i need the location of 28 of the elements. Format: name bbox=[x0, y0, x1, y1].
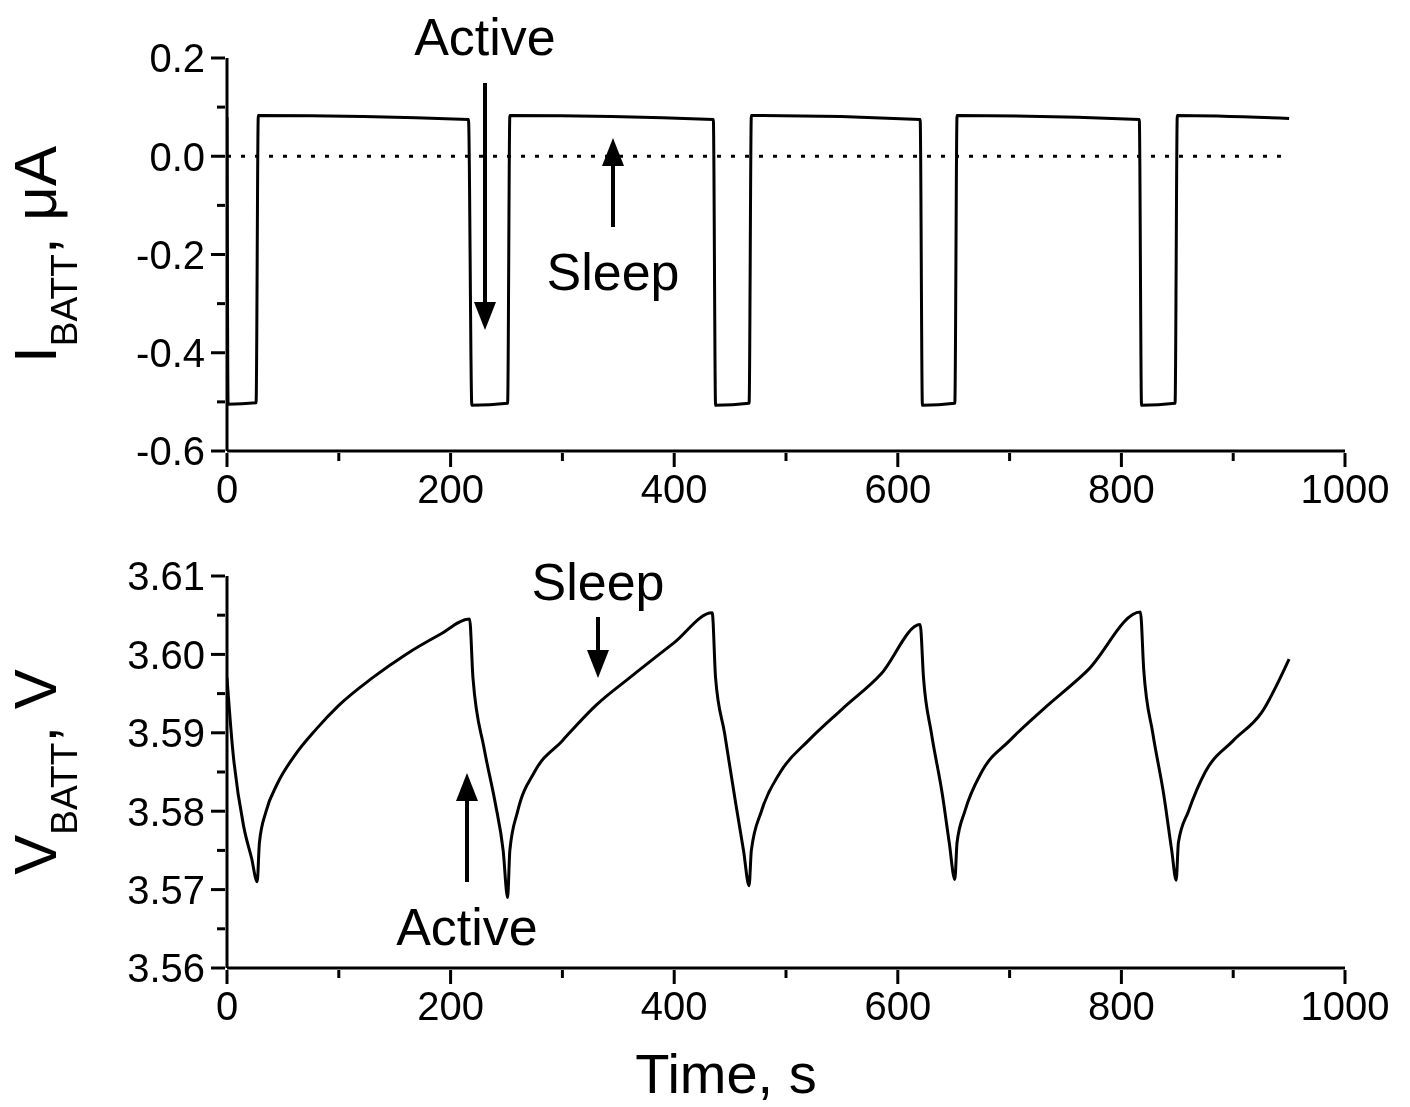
annotation: Sleep bbox=[546, 243, 680, 301]
x-tick-label: 200 bbox=[417, 467, 484, 511]
y-tick-label: 0.0 bbox=[149, 134, 205, 179]
y-tick-label: -0.4 bbox=[136, 331, 205, 376]
y-tick-label: 3.60 bbox=[127, 632, 205, 677]
y-tick-label: -0.2 bbox=[136, 232, 205, 277]
x-tick-label: 400 bbox=[640, 467, 708, 511]
y-tick-label: -0.6 bbox=[136, 429, 205, 474]
y-tick-label: 3.61 bbox=[127, 554, 205, 599]
annotation: Active bbox=[414, 8, 556, 66]
x-tick-label: 1000 bbox=[1300, 467, 1390, 511]
x-tick-label: 400 bbox=[640, 984, 708, 1028]
x-tick-label: 600 bbox=[864, 467, 932, 511]
x-tick-label: 800 bbox=[1088, 984, 1155, 1028]
x-tick-label: 200 bbox=[417, 984, 484, 1028]
y-tick-label: 3.57 bbox=[127, 868, 205, 912]
x-tick-label: 800 bbox=[1088, 467, 1155, 511]
x-tick-label: 0 bbox=[215, 984, 239, 1028]
y-tick-label: 3.59 bbox=[127, 711, 205, 756]
x-axis-title: Time, s bbox=[635, 1042, 817, 1105]
x-tick-label: 1000 bbox=[1300, 984, 1390, 1028]
annotation: Sleep bbox=[531, 553, 665, 611]
y-tick-label: 0.2 bbox=[149, 36, 205, 81]
y-tick-label: 3.58 bbox=[127, 789, 205, 834]
x-tick-label: 600 bbox=[864, 984, 932, 1028]
y-tick-label: 3.56 bbox=[127, 946, 205, 991]
x-tick-label: 0 bbox=[215, 467, 239, 511]
annotation: Active bbox=[396, 898, 538, 956]
